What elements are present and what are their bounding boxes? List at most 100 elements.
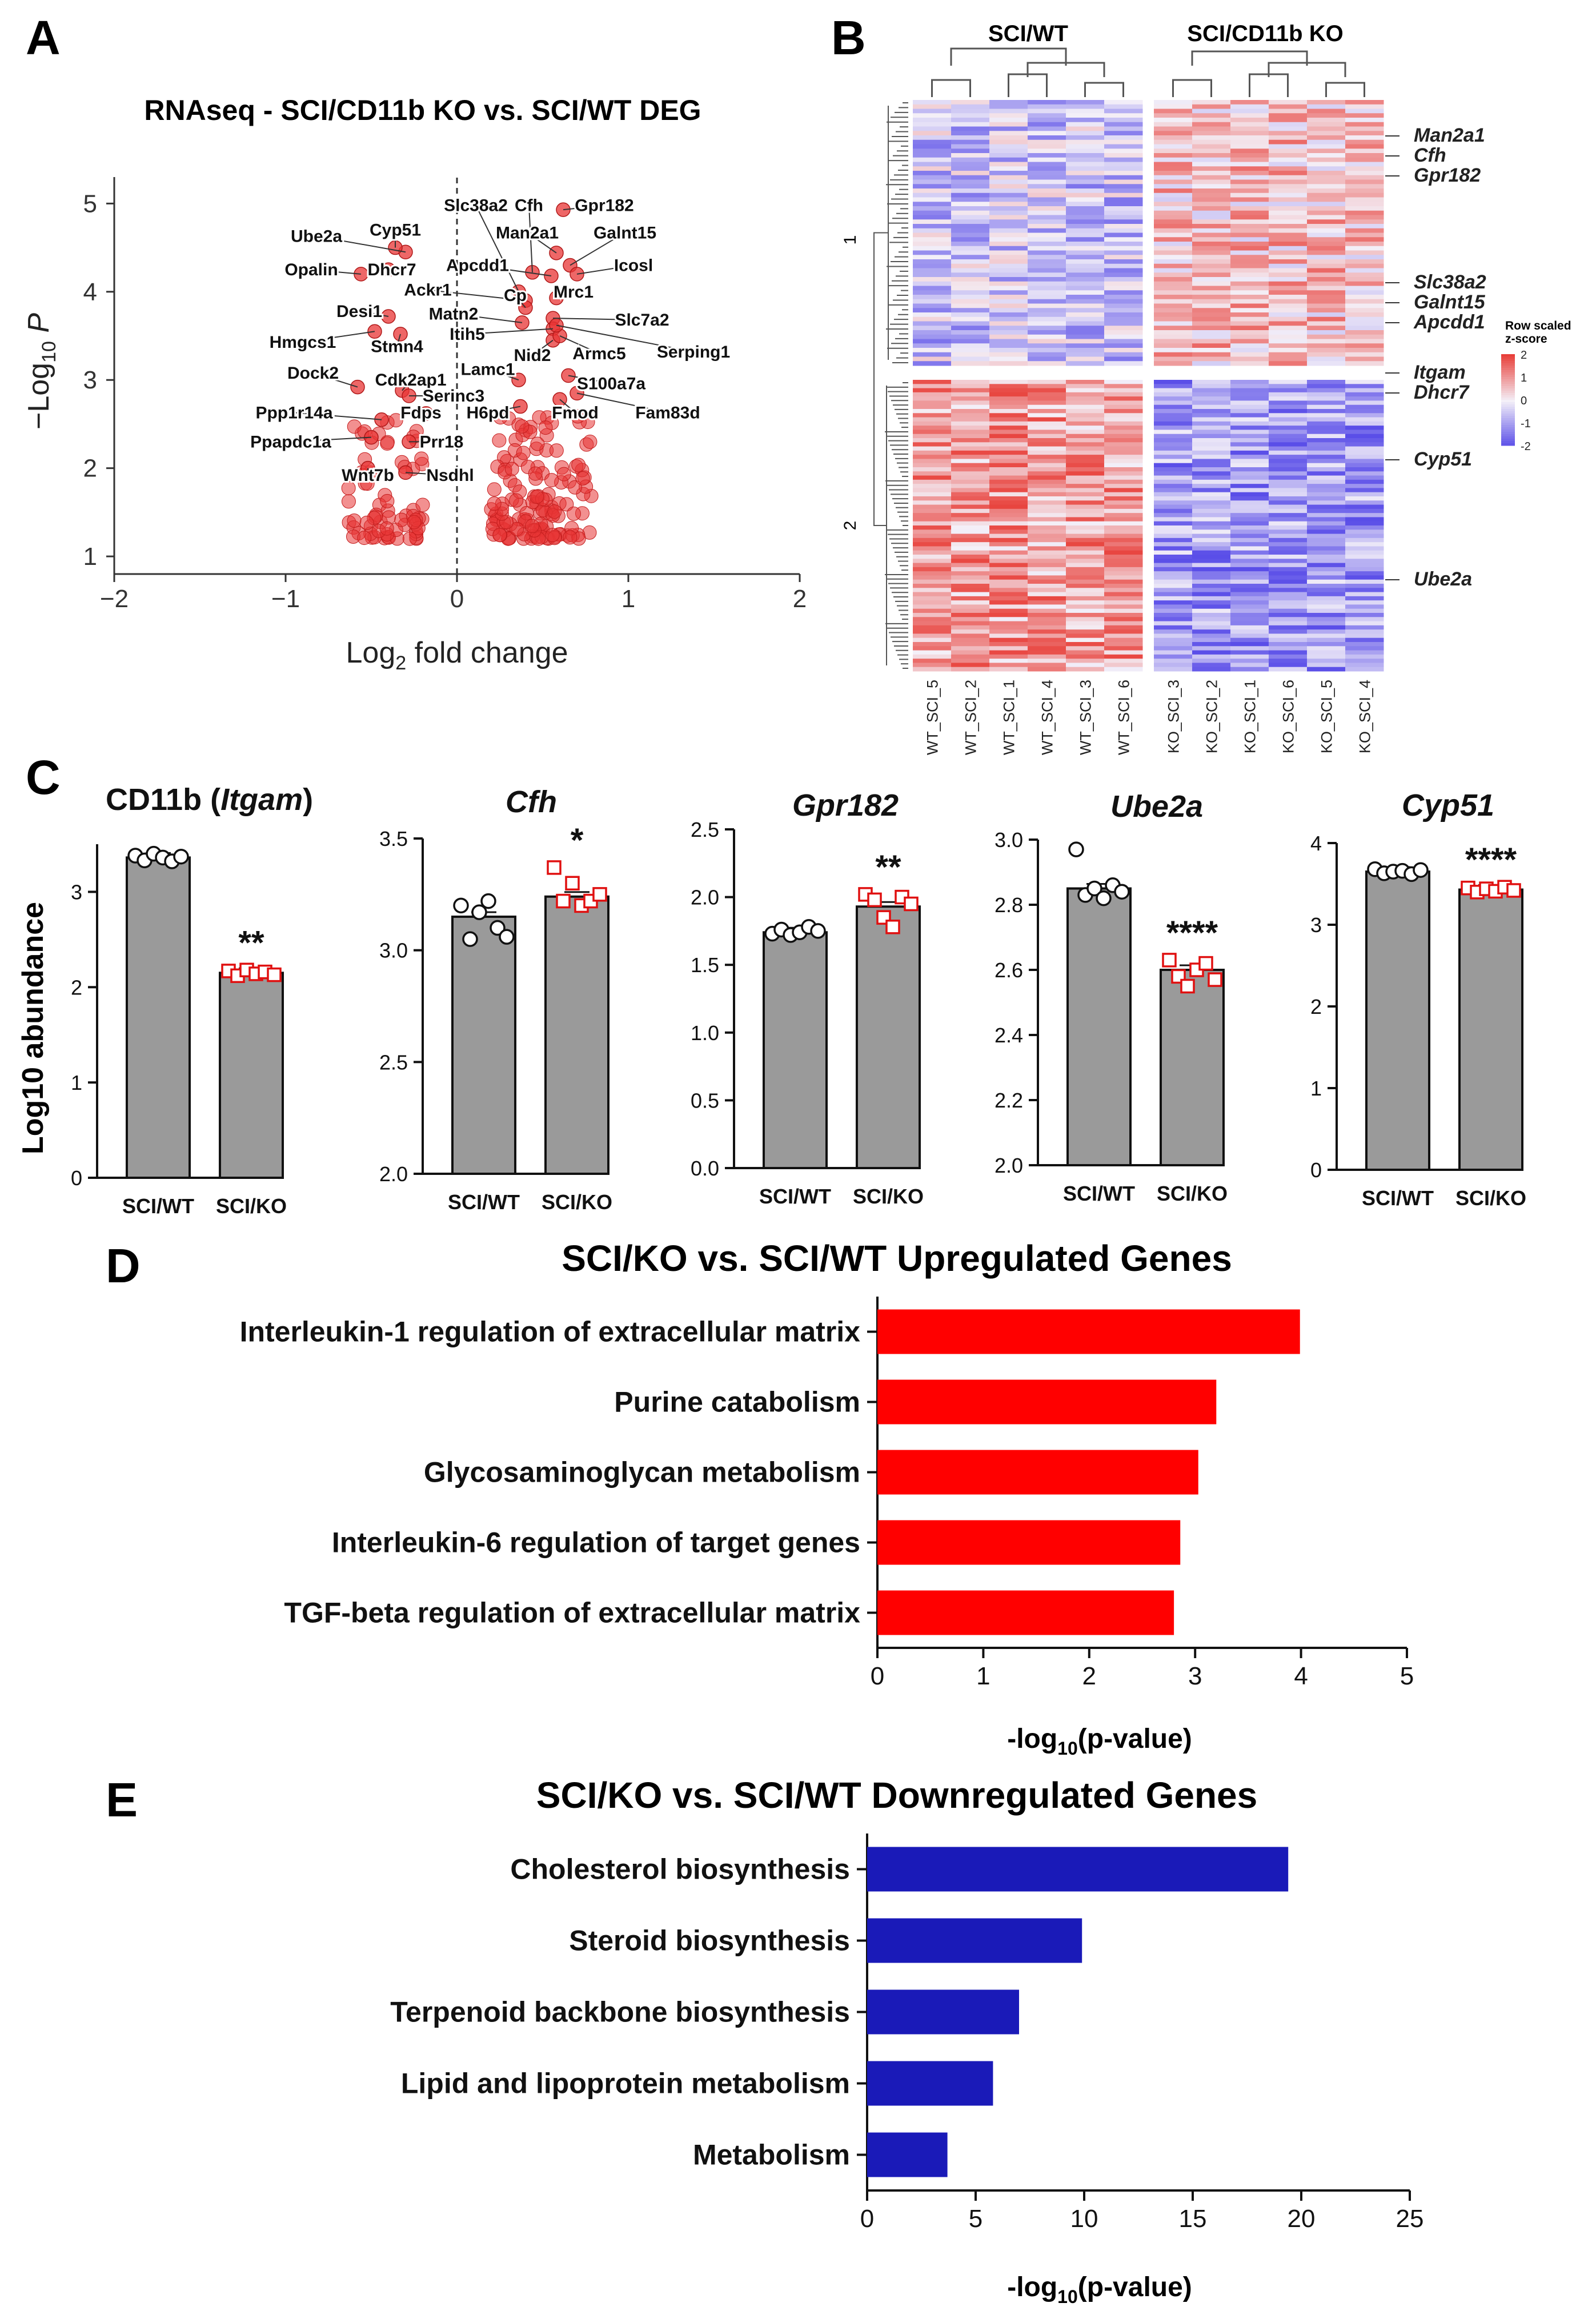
heatmap-cell: [1104, 434, 1143, 439]
heatmap-cell: [951, 413, 990, 418]
wt-point: [1086, 880, 1102, 897]
heatmap-cell: [1154, 500, 1193, 505]
heatmap-cell: [1269, 663, 1308, 668]
heatmap-cell: [1345, 588, 1384, 593]
heatmap-cell: [1104, 122, 1143, 127]
heatmap-cell: [1154, 471, 1193, 476]
heatmap-cell: [1230, 272, 1269, 278]
heatmap-cell: [1307, 281, 1346, 286]
heatmap-cell: [913, 263, 952, 268]
heatmap-cell: [951, 197, 990, 202]
heatmap-cell: [1307, 434, 1346, 439]
heatmap-cell: [1028, 334, 1066, 339]
heatmap-cell: [1154, 113, 1193, 118]
heatmap-cell: [1154, 100, 1193, 105]
pathway-label: Terpenoid backbone biosynthesis: [390, 1996, 850, 2028]
heatmap-cell: [989, 488, 1028, 493]
heatmap-cell: [1269, 396, 1308, 401]
x-tick-label: 15: [1179, 2205, 1207, 2233]
heatmap-cell: [989, 584, 1028, 588]
heatmap-cell: [1066, 663, 1105, 668]
x-tick-label: 0: [860, 2205, 874, 2233]
heatmap-cell: [1154, 421, 1193, 426]
heatmap-cell: [1269, 316, 1308, 322]
bar-ko: [1160, 969, 1225, 1166]
heatmap-cell: [1104, 348, 1143, 353]
heatmap-cell: [1230, 667, 1269, 672]
heatmap-cell: [951, 463, 990, 468]
heatmap-cell: [1066, 295, 1105, 300]
heatmap-cell: [1192, 471, 1231, 476]
y-tick-label: 5: [83, 190, 97, 218]
heatmap-cell: [989, 550, 1028, 555]
gene-label: Ackr1: [404, 281, 451, 300]
heatmap-cell: [1192, 113, 1231, 118]
heatmap-cell: [951, 126, 990, 131]
heatmap-cell: [1307, 131, 1346, 136]
heatmap-cell: [1154, 613, 1193, 617]
x-tick-label: −1: [271, 585, 300, 613]
heatmap-cell: [1269, 421, 1308, 426]
heatmap-cell: [913, 259, 952, 264]
heatmap-cell: [989, 348, 1028, 353]
heatmap-cell: [1307, 126, 1346, 131]
legend-swatch: [1501, 372, 1515, 375]
data-point: [528, 466, 543, 481]
heatmap-cell: [1104, 430, 1143, 435]
pathway-bar: [867, 1989, 1019, 2035]
heatmap-cell: [989, 100, 1028, 105]
legend-tick: 1: [1521, 372, 1527, 384]
heatmap-cell: [1154, 550, 1193, 555]
up-title: SCI/KO vs. SCI/WT Upregulated Genes: [562, 1238, 1232, 1279]
heatmap-cell: [1066, 617, 1105, 622]
heatmap-cell: [1066, 563, 1105, 568]
heatmap-cell: [1028, 219, 1066, 224]
heatmap-cell: [1104, 563, 1143, 568]
heatmap-cell: [1307, 659, 1346, 663]
heatmap-cell: [1154, 352, 1193, 357]
heatmap-cell: [1154, 663, 1193, 668]
heatmap-cell: [1028, 584, 1066, 588]
heatmap-cell: [1154, 659, 1193, 663]
heatmap-cell: [989, 326, 1028, 331]
heatmap-cell: [951, 281, 990, 286]
heatmap-cell: [1307, 450, 1346, 455]
heatmap-cell: [1192, 139, 1231, 145]
column-label: WT_SCI_4: [1039, 680, 1056, 755]
heatmap-cell: [913, 600, 952, 605]
gene-label: Cyp51: [370, 221, 421, 240]
heatmap-cell: [1028, 409, 1066, 414]
heatmap-cell: [1307, 316, 1346, 322]
heatmap-cell: [1307, 667, 1346, 672]
heatmap-cell: [1345, 496, 1384, 501]
gene-label: Icosl: [614, 256, 653, 275]
heatmap-cell: [1066, 321, 1105, 326]
heatmap-cell: [1104, 139, 1143, 145]
label-leader: [312, 372, 358, 388]
heatmap-cell: [913, 434, 952, 439]
heatmap-cell: [1066, 608, 1105, 613]
label-leader: [396, 334, 401, 347]
heatmap-cell: [1192, 617, 1231, 622]
heatmap-cell: [1192, 263, 1231, 268]
y-tick-label: 2.0: [995, 1154, 1023, 1177]
heatmap-cell: [1104, 529, 1143, 535]
heatmap-cell: [1269, 184, 1308, 189]
heatmap-cell: [1066, 637, 1105, 643]
heatmap-cell: [989, 228, 1028, 233]
heatmap-cell: [1028, 122, 1066, 127]
heatmap-cell: [1104, 388, 1143, 393]
heatmap-cell: [1104, 438, 1143, 443]
heatmap-cell: [1345, 488, 1384, 493]
heatmap-cell: [1269, 197, 1308, 202]
heatmap-cell: [1230, 571, 1269, 576]
heatmap-cell: [913, 604, 952, 609]
heatmap-cell: [1230, 604, 1269, 609]
heatmap-cell: [1192, 210, 1231, 215]
down-x-label: -log10(p-value): [1007, 2272, 1192, 2307]
x-tick-label: 2: [1082, 1662, 1096, 1690]
heatmap-cell: [1028, 100, 1066, 105]
heatmap-cell: [1230, 463, 1269, 468]
heatmap-cell: [1066, 621, 1105, 626]
heatmap-cell: [1345, 637, 1384, 643]
